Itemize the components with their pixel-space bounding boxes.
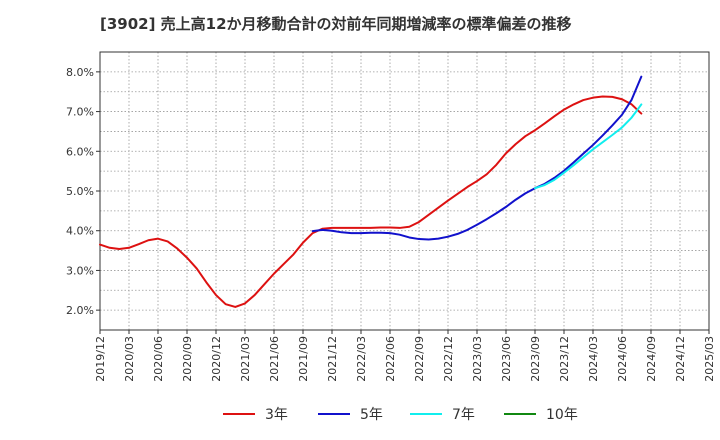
x-tick-label: 2020/09: [181, 336, 194, 382]
legend-item-7y: 7年: [410, 404, 475, 424]
legend-swatch-3y: [223, 413, 255, 415]
y-axis: 2.0% 3.0% 4.0% 5.0% 6.0% 7.0% 8.0%: [66, 66, 100, 317]
x-tick-label: 2019/12: [94, 336, 107, 382]
y-tick-label: 8.0%: [66, 66, 94, 79]
x-tick-label: 2023/06: [500, 336, 513, 382]
legend-swatch-5y: [318, 413, 350, 415]
grid: [100, 52, 709, 330]
x-tick-label: 2024/06: [616, 336, 629, 382]
series-lines: [99, 75, 643, 308]
x-tick-label: 2022/09: [413, 336, 426, 382]
x-tick-label: 2021/09: [297, 336, 310, 382]
x-tick-label: 2020/06: [152, 336, 165, 382]
x-tick-label: 2021/06: [268, 336, 281, 382]
x-tick-label: 2020/03: [123, 336, 136, 382]
x-tick-label: 2023/09: [529, 336, 542, 382]
chart-title: [3902] 売上高12か月移動合計の対前年同期増減率の標準偏差の推移: [100, 15, 572, 33]
x-tick-label: 2021/12: [326, 336, 339, 382]
y-tick-label: 7.0%: [66, 106, 94, 119]
legend-swatch-7y: [410, 413, 442, 415]
legend-item-5y: 5年: [318, 404, 383, 424]
legend-item-10y: 10年: [504, 404, 578, 424]
x-tick-label: 2024/09: [645, 336, 658, 382]
legend-label-3y: 3年: [265, 407, 288, 423]
x-tick-label: 2023/03: [471, 336, 484, 382]
x-tick-label: 2020/12: [210, 336, 223, 382]
legend-label-10y: 10年: [546, 407, 578, 423]
x-tick-label: 2024/12: [674, 336, 687, 382]
legend-swatch-10y: [504, 413, 536, 415]
series-line-2: [534, 103, 643, 190]
x-tick-label: 2022/06: [384, 336, 397, 382]
legend-item-3y: 3年: [223, 404, 288, 424]
y-tick-label: 5.0%: [66, 185, 94, 198]
y-tick-label: 4.0%: [66, 225, 94, 238]
legend-label-7y: 7年: [452, 407, 475, 423]
legend-label-5y: 5年: [360, 407, 383, 423]
x-tick-label: 2025/03: [703, 336, 716, 382]
x-tick-label: 2022/12: [442, 336, 455, 382]
x-tick-label: 2021/03: [239, 336, 252, 382]
x-tick-label: 2022/03: [355, 336, 368, 382]
y-tick-label: 6.0%: [66, 145, 94, 158]
x-tick-label: 2023/12: [558, 336, 571, 382]
x-tick-label: 2024/03: [587, 336, 600, 382]
series-line-0: [99, 95, 643, 308]
y-tick-label: 3.0%: [66, 264, 94, 277]
series-line-1: [311, 75, 643, 241]
x-axis: 2019/12 2020/03 2020/06 2020/09 2020/12 2021/…: [94, 330, 716, 382]
y-tick-label: 2.0%: [66, 304, 94, 317]
